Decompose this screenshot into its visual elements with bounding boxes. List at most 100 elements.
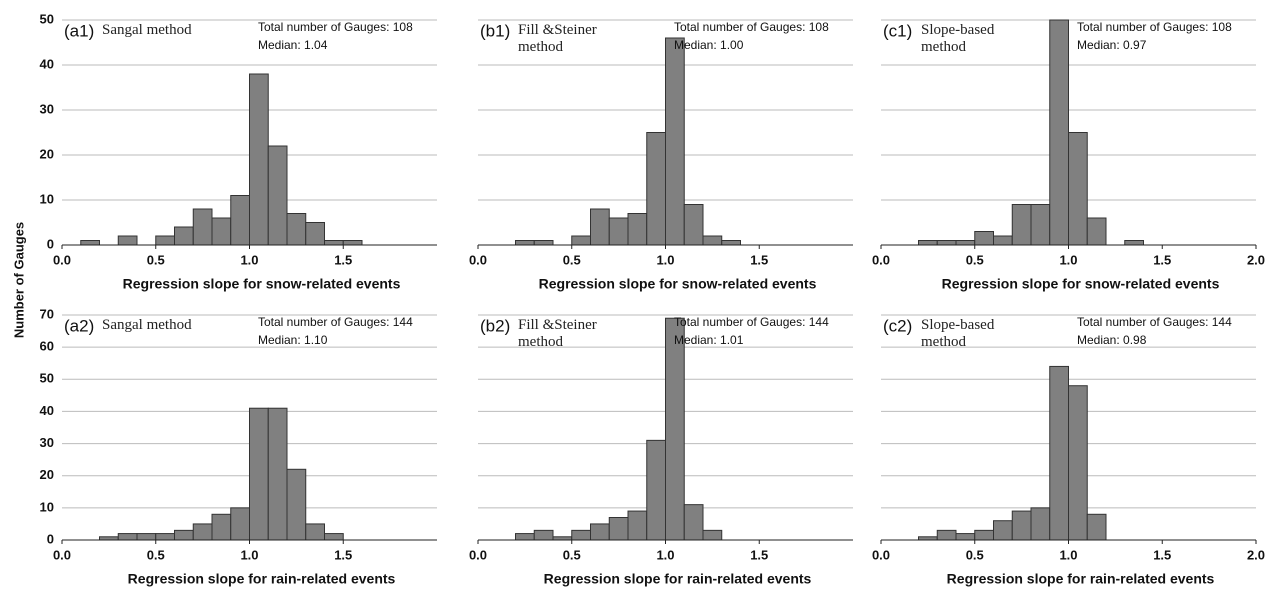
x-tick-label: 0.5: [563, 252, 581, 267]
bar: [117, 235, 138, 246]
bar: [211, 217, 232, 246]
x-tick-label: 2.0: [1247, 547, 1265, 562]
bar: [993, 235, 1013, 246]
annotation: Total number of Gauges: 108: [674, 20, 829, 34]
bar: [665, 37, 685, 246]
bar: [249, 407, 269, 541]
bar: [702, 235, 723, 246]
bar: [533, 240, 554, 246]
bar: [590, 208, 610, 246]
bar: [324, 240, 344, 246]
bar: [267, 407, 288, 541]
bar: [342, 240, 363, 246]
annotation: Total number of Gauges: 108: [1077, 20, 1232, 34]
bar: [80, 240, 100, 246]
x-tick-label: 1.0: [240, 252, 258, 267]
x-tick-label: 1.5: [334, 252, 352, 267]
bar: [955, 240, 976, 246]
x-tick-label: 0.0: [872, 252, 890, 267]
panel-label: (c1): [883, 21, 912, 40]
bar: [571, 529, 591, 541]
x-tick-label: 0.5: [147, 252, 165, 267]
panel-label: (b1): [480, 21, 510, 40]
bar: [230, 195, 250, 246]
bar: [627, 510, 648, 541]
method-box: Slope-based method: [921, 22, 994, 55]
method-box: Fill &Steiner method: [518, 317, 597, 350]
x-tick-label: 1.5: [1153, 547, 1171, 562]
x-tick-label: 0.0: [469, 547, 487, 562]
y-tick-label: 40: [40, 403, 54, 418]
x-axis-label: Regression slope for rain-related events: [128, 571, 396, 587]
method-name: Sangal method: [102, 22, 192, 38]
x-axis-label: Regression slope for rain-related events: [947, 571, 1215, 587]
bar: [267, 145, 288, 246]
bar: [721, 240, 741, 246]
bar: [1086, 513, 1107, 541]
method-box: Sangal method: [102, 317, 192, 333]
method-name: Sangal method: [102, 317, 192, 333]
bar: [571, 235, 591, 246]
bar: [993, 520, 1013, 541]
bar: [192, 523, 213, 541]
x-tick-label: 1.0: [1059, 547, 1077, 562]
x-tick-label: 1.0: [656, 547, 674, 562]
x-tick-label: 1.0: [656, 252, 674, 267]
bar: [324, 533, 344, 541]
y-tick-label: 10: [40, 499, 54, 514]
y-tick-label: 60: [40, 339, 54, 354]
x-tick-label: 0.0: [53, 547, 71, 562]
bar: [1011, 510, 1032, 541]
annotation: Total number of Gauges: 108: [258, 20, 413, 34]
bar: [155, 533, 175, 541]
bar: [515, 240, 535, 246]
bar: [174, 226, 194, 246]
x-axis-label: Regression slope for rain-related events: [544, 571, 812, 587]
annotation: Total number of Gauges: 144: [674, 315, 829, 329]
bar: [646, 439, 666, 541]
annotation: Median: 1.10: [258, 333, 328, 347]
bar: [136, 533, 157, 541]
bar: [1030, 204, 1051, 246]
bar: [211, 513, 232, 541]
bar: [1068, 132, 1088, 246]
bar: [1049, 365, 1069, 541]
bar: [608, 217, 629, 246]
shared-y-label: Number of Gauges: [11, 222, 26, 338]
y-tick-label: 20: [40, 467, 54, 482]
x-tick-label: 1.0: [240, 547, 258, 562]
bar: [192, 208, 213, 246]
bar: [974, 529, 994, 541]
x-tick-label: 0.5: [966, 547, 984, 562]
bar: [936, 529, 957, 541]
annotation: Total number of Gauges: 144: [258, 315, 413, 329]
annotation: Median: 0.97: [1077, 38, 1147, 52]
bar: [936, 240, 957, 246]
bar: [515, 533, 535, 541]
annotation: Median: 1.01: [674, 333, 744, 347]
annotation: Median: 1.04: [258, 38, 328, 52]
x-tick-label: 1.5: [334, 547, 352, 562]
y-tick-label: 70: [40, 306, 54, 321]
y-tick-label: 0: [47, 236, 54, 251]
bar: [533, 529, 554, 541]
panel-label: (b2): [480, 316, 510, 335]
x-tick-label: 0.0: [53, 252, 71, 267]
x-tick-label: 0.5: [966, 252, 984, 267]
bar: [955, 533, 976, 541]
bar: [590, 523, 610, 541]
panel-label: (a2): [64, 316, 94, 335]
bar: [286, 468, 307, 541]
method-box: Fill &Steiner method: [518, 22, 597, 55]
method-box: Sangal method: [102, 22, 192, 38]
annotation: Total number of Gauges: 144: [1077, 315, 1232, 329]
bar: [1030, 507, 1051, 541]
bar: [1049, 19, 1069, 246]
annotation: Median: 1.00: [674, 38, 744, 52]
bar: [249, 73, 269, 246]
y-tick-label: 50: [40, 11, 54, 26]
bar: [974, 231, 994, 246]
y-tick-label: 30: [40, 101, 54, 116]
bar: [627, 213, 648, 246]
